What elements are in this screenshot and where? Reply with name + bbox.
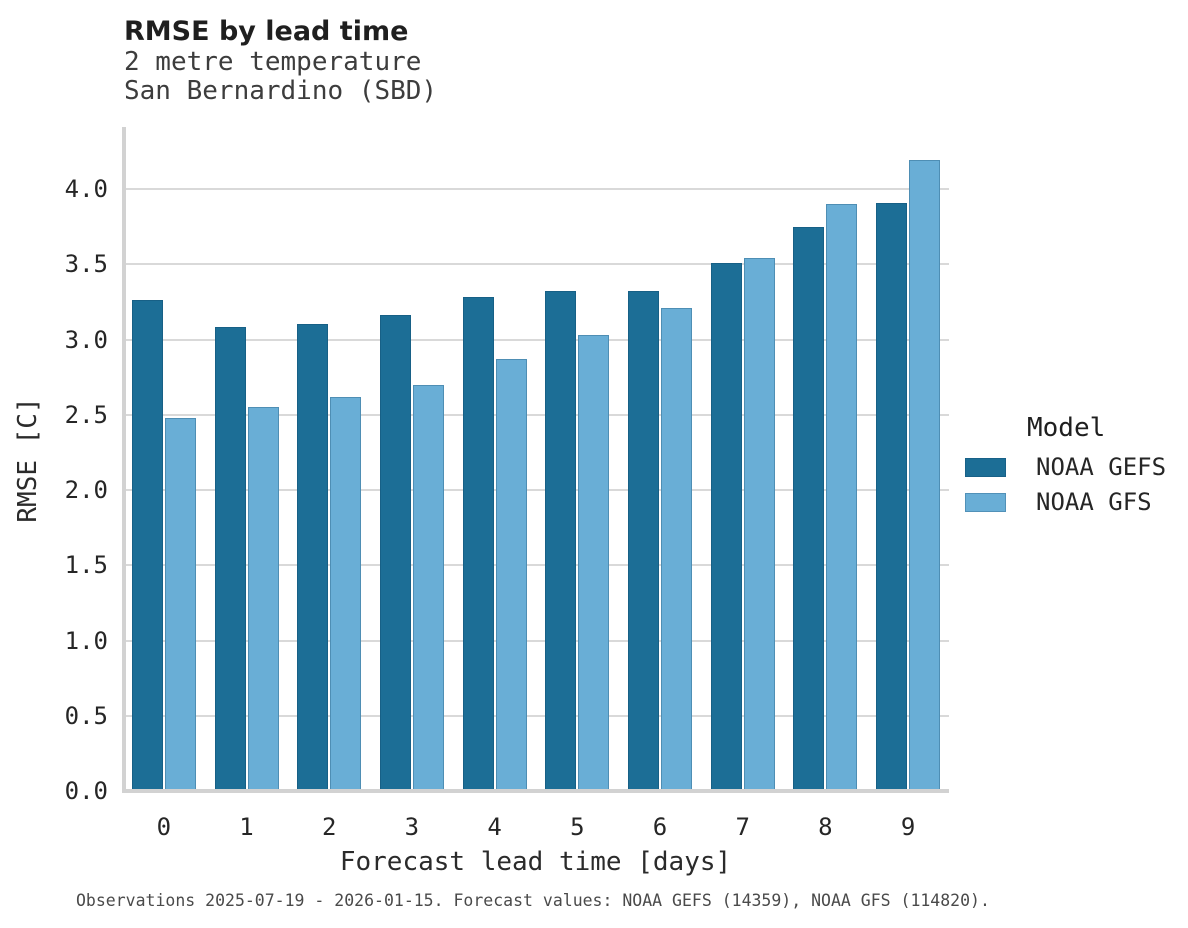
bar-noaa-gfs-lead-4 xyxy=(495,359,527,791)
chart-subtitle-station: San Bernardino (SBD) xyxy=(124,76,438,106)
x-tick-label-2: 2 xyxy=(321,813,337,841)
gridline-y-1.5 xyxy=(126,564,949,567)
legend-label: NOAA GFS xyxy=(1036,488,1152,516)
bar-noaa-gefs-lead-7 xyxy=(710,263,742,791)
legend-title: Model xyxy=(1027,413,1106,443)
x-tick-label-9: 9 xyxy=(900,813,916,841)
legend-label: NOAA GEFS xyxy=(1036,453,1167,481)
legend-item-noaa-gfs: NOAA GFS xyxy=(965,488,1166,516)
x-tick-label-1: 1 xyxy=(239,813,254,841)
y-tick-label-4.0: 4.0 xyxy=(64,175,108,203)
x-tick-label-6: 6 xyxy=(652,813,668,841)
bar-noaa-gefs-lead-1 xyxy=(214,327,246,791)
x-tick-label-4: 4 xyxy=(487,813,502,841)
caption: Observations 2025-07-19 - 2026-01-15. Fo… xyxy=(76,891,990,910)
bar-noaa-gefs-lead-6 xyxy=(628,291,659,791)
bar-noaa-gefs-lead-4 xyxy=(462,297,494,791)
x-tick-label-3: 3 xyxy=(404,813,420,841)
y-tick-label-3.0: 3.0 xyxy=(64,325,108,354)
bar-noaa-gefs-lead-0 xyxy=(131,300,163,791)
bar-noaa-gefs-lead-2 xyxy=(297,324,329,791)
x-tick-label-0: 0 xyxy=(156,813,172,841)
gridline-y-2.5 xyxy=(126,413,949,416)
x-tick-label-5: 5 xyxy=(570,813,585,841)
x-axis-line xyxy=(122,789,949,793)
gridline-y-2.0 xyxy=(126,489,949,491)
y-tick-label-2.0: 2.0 xyxy=(64,476,108,504)
legend: Model NOAA GEFS NOAA GFS xyxy=(965,413,1166,516)
gridline-y-3.0 xyxy=(126,338,949,341)
legend-swatch-icon xyxy=(965,492,1006,512)
bar-noaa-gfs-lead-7 xyxy=(743,258,775,791)
y-tick-label-3.5: 3.5 xyxy=(64,250,108,279)
gridline-y-3.5 xyxy=(126,263,949,266)
bar-noaa-gefs-lead-5 xyxy=(545,291,577,791)
y-tick-label-2.5: 2.5 xyxy=(64,400,108,429)
y-tick-label-1.5: 1.5 xyxy=(64,551,108,580)
bar-noaa-gfs-lead-3 xyxy=(412,385,444,791)
x-axis-title: Forecast lead time [days] xyxy=(339,847,732,877)
gridline-y-1.0 xyxy=(126,639,949,642)
bar-noaa-gefs-lead-8 xyxy=(793,227,825,791)
bar-noaa-gefs-lead-3 xyxy=(379,315,411,791)
plot-area xyxy=(122,127,949,793)
gridline-y-4.0 xyxy=(126,188,949,190)
y-axis-line xyxy=(122,127,126,793)
legend-items: NOAA GEFS NOAA GFS xyxy=(965,453,1166,516)
legend-item-noaa-gefs: NOAA GEFS xyxy=(965,453,1166,481)
bar-noaa-gfs-lead-0 xyxy=(164,418,196,791)
y-tick-label-1.0: 1.0 xyxy=(64,626,108,655)
chart-header: RMSE by lead time 2 metre temperature Sa… xyxy=(124,16,437,106)
chart-subtitle-variable: 2 metre temperature xyxy=(124,47,422,77)
gridline-y-0.5 xyxy=(126,714,949,717)
y-tick-label-0.0: 0.0 xyxy=(64,777,108,805)
x-tick-label-7: 7 xyxy=(735,813,750,841)
legend-swatch-icon xyxy=(965,457,1006,477)
bar-noaa-gfs-lead-2 xyxy=(330,397,362,791)
bar-noaa-gfs-lead-1 xyxy=(247,407,279,791)
bar-noaa-gfs-lead-8 xyxy=(826,204,858,791)
x-tick-label-8: 8 xyxy=(818,813,833,841)
bar-noaa-gfs-lead-5 xyxy=(578,335,610,791)
bar-noaa-gefs-lead-9 xyxy=(876,203,908,791)
chart-title: RMSE by lead time xyxy=(124,16,409,47)
y-tick-label-0.5: 0.5 xyxy=(64,701,108,730)
bar-noaa-gfs-lead-9 xyxy=(909,160,941,791)
bar-noaa-gfs-lead-6 xyxy=(661,308,692,791)
